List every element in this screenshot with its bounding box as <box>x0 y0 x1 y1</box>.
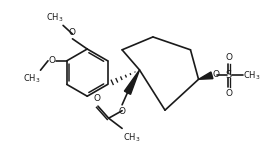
Text: CH$_3$: CH$_3$ <box>23 73 40 85</box>
Polygon shape <box>199 72 213 79</box>
Polygon shape <box>124 70 140 94</box>
Text: CH$_3$: CH$_3$ <box>122 131 140 144</box>
Text: O: O <box>118 107 125 116</box>
Text: O: O <box>69 29 75 38</box>
Text: CH$_3$: CH$_3$ <box>243 69 261 82</box>
Text: O: O <box>226 53 233 62</box>
Text: O: O <box>212 70 220 79</box>
Text: CH$_3$: CH$_3$ <box>46 12 63 24</box>
Text: O: O <box>226 89 233 98</box>
Text: S: S <box>225 70 231 80</box>
Text: O: O <box>49 56 56 65</box>
Text: O: O <box>93 94 100 103</box>
